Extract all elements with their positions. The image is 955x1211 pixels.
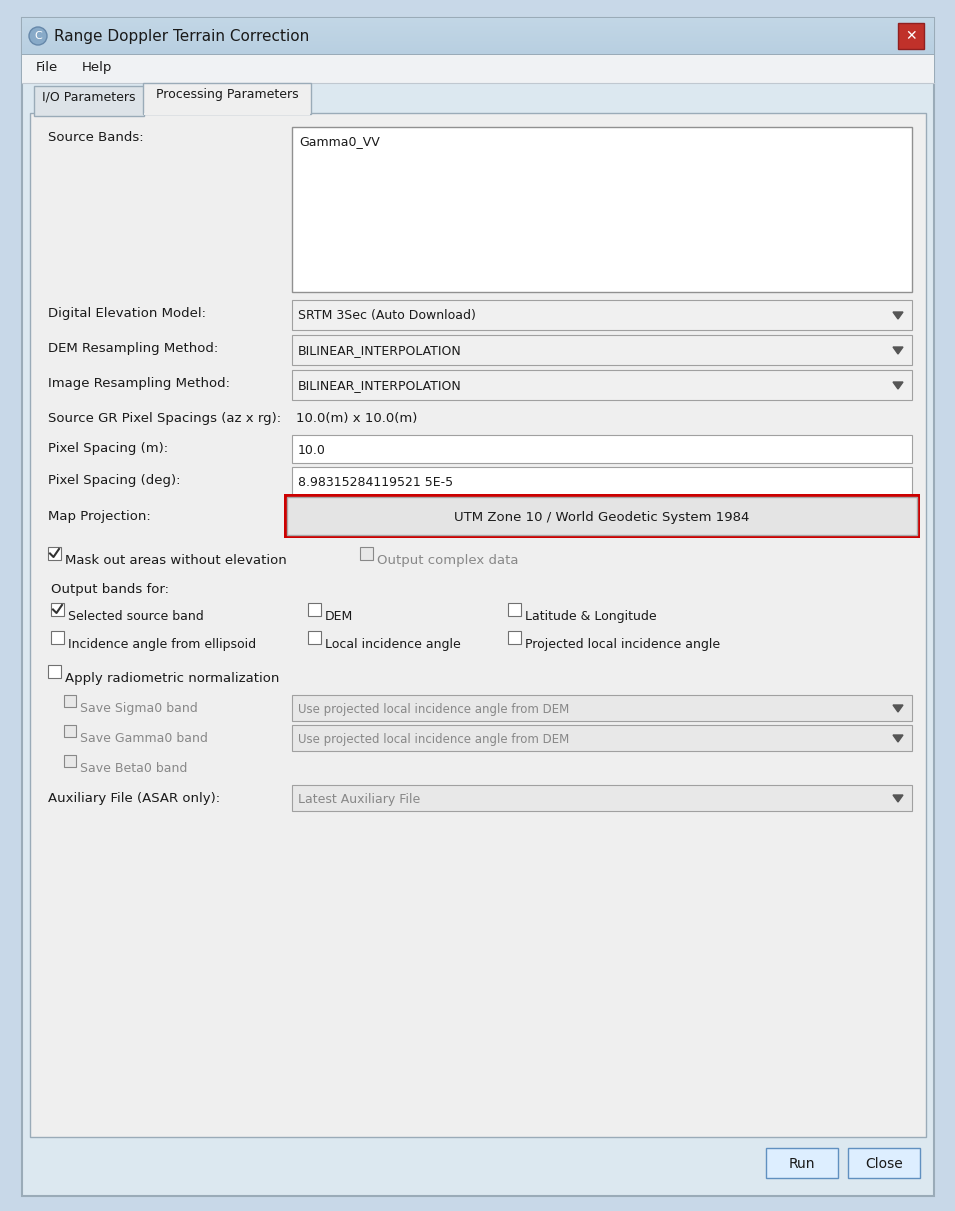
Polygon shape (893, 348, 903, 354)
Text: Local incidence angle: Local incidence angle (325, 638, 460, 652)
Bar (292, 725, 912, 751)
Text: Digital Elevation Model:: Digital Elevation Model: (48, 308, 206, 320)
Text: 10.0: 10.0 (298, 443, 326, 457)
Polygon shape (893, 735, 903, 742)
Bar (64, 695, 76, 707)
Bar (292, 695, 912, 721)
Text: I/O Parameters: I/O Parameters (42, 91, 136, 104)
Text: Output complex data: Output complex data (377, 553, 519, 567)
Text: UTM Zone 10 / World Geodetic System 1984: UTM Zone 10 / World Geodetic System 1984 (455, 511, 750, 523)
Bar (287, 497, 917, 535)
Polygon shape (893, 381, 903, 389)
Text: Source GR Pixel Spacings (az x rg):: Source GR Pixel Spacings (az x rg): (48, 412, 281, 425)
Text: C: C (34, 31, 42, 41)
Text: Close: Close (865, 1157, 902, 1171)
Bar (22, 18, 934, 54)
Bar (48, 547, 61, 559)
Bar (48, 665, 61, 678)
Bar (51, 631, 64, 644)
Text: BILINEAR_INTERPOLATION: BILINEAR_INTERPOLATION (298, 344, 462, 357)
Text: Processing Parameters: Processing Parameters (156, 88, 298, 101)
Bar (766, 1148, 838, 1178)
Text: Pixel Spacing (deg):: Pixel Spacing (deg): (48, 474, 180, 487)
Bar (898, 23, 924, 48)
Text: 8.98315284119521 5E-5: 8.98315284119521 5E-5 (298, 476, 453, 488)
Polygon shape (893, 705, 903, 712)
Bar (308, 603, 321, 616)
Text: Mask out areas without elevation: Mask out areas without elevation (65, 553, 286, 567)
Circle shape (29, 27, 47, 45)
Text: Save Sigma0 band: Save Sigma0 band (80, 702, 198, 714)
Text: Map Projection:: Map Projection: (48, 510, 151, 523)
Bar (64, 725, 76, 737)
Bar (22, 54, 934, 84)
Bar (292, 127, 912, 292)
Bar (292, 467, 912, 495)
Polygon shape (893, 794, 903, 802)
Bar (284, 494, 920, 538)
Text: Save Gamma0 band: Save Gamma0 band (80, 731, 208, 745)
Text: Apply radiometric normalization: Apply radiometric normalization (65, 672, 280, 685)
Text: DEM: DEM (325, 610, 353, 622)
Bar (848, 1148, 920, 1178)
Bar (144, 113, 310, 115)
Text: Auxiliary File (ASAR only):: Auxiliary File (ASAR only): (48, 792, 220, 805)
Bar (34, 86, 144, 116)
Bar (292, 300, 912, 331)
Text: Output bands for:: Output bands for: (51, 582, 169, 596)
Bar (360, 547, 373, 559)
Text: BILINEAR_INTERPOLATION: BILINEAR_INTERPOLATION (298, 379, 462, 392)
Text: Gamma0_VV: Gamma0_VV (299, 134, 380, 148)
Text: File: File (36, 61, 58, 74)
Bar (308, 631, 321, 644)
Text: Use projected local incidence angle from DEM: Use projected local incidence angle from… (298, 702, 569, 716)
Text: 10.0(m) x 10.0(m): 10.0(m) x 10.0(m) (296, 412, 417, 425)
Text: Source Bands:: Source Bands: (48, 131, 143, 144)
Text: Pixel Spacing (m):: Pixel Spacing (m): (48, 442, 168, 455)
Bar (64, 754, 76, 767)
Polygon shape (893, 312, 903, 318)
Bar (51, 603, 64, 616)
Bar (292, 435, 912, 463)
Text: SRTM 3Sec (Auto Download): SRTM 3Sec (Auto Download) (298, 310, 476, 322)
Text: Image Resampling Method:: Image Resampling Method: (48, 377, 230, 390)
Bar (508, 631, 521, 644)
Bar (292, 785, 912, 811)
Text: DEM Resampling Method:: DEM Resampling Method: (48, 342, 219, 355)
Text: ✕: ✕ (905, 29, 917, 44)
Text: Save Beta0 band: Save Beta0 band (80, 762, 187, 775)
Text: Use projected local incidence angle from DEM: Use projected local incidence angle from… (298, 733, 569, 746)
Text: Latest Auxiliary File: Latest Auxiliary File (298, 792, 420, 805)
Bar (30, 113, 926, 1137)
Text: Projected local incidence angle: Projected local incidence angle (525, 638, 720, 652)
Bar (292, 335, 912, 365)
Bar (143, 84, 311, 114)
Text: Incidence angle from ellipsoid: Incidence angle from ellipsoid (68, 638, 256, 652)
Text: Selected source band: Selected source band (68, 610, 203, 622)
Text: Range Doppler Terrain Correction: Range Doppler Terrain Correction (54, 29, 309, 45)
Text: Latitude & Longitude: Latitude & Longitude (525, 610, 657, 622)
Text: Help: Help (82, 61, 113, 74)
Bar (508, 603, 521, 616)
Bar (292, 371, 912, 400)
Text: Run: Run (789, 1157, 816, 1171)
